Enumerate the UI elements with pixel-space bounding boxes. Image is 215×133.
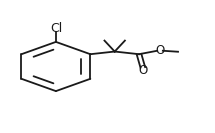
Text: O: O: [138, 64, 147, 77]
Text: O: O: [156, 44, 165, 57]
Text: Cl: Cl: [50, 22, 62, 35]
